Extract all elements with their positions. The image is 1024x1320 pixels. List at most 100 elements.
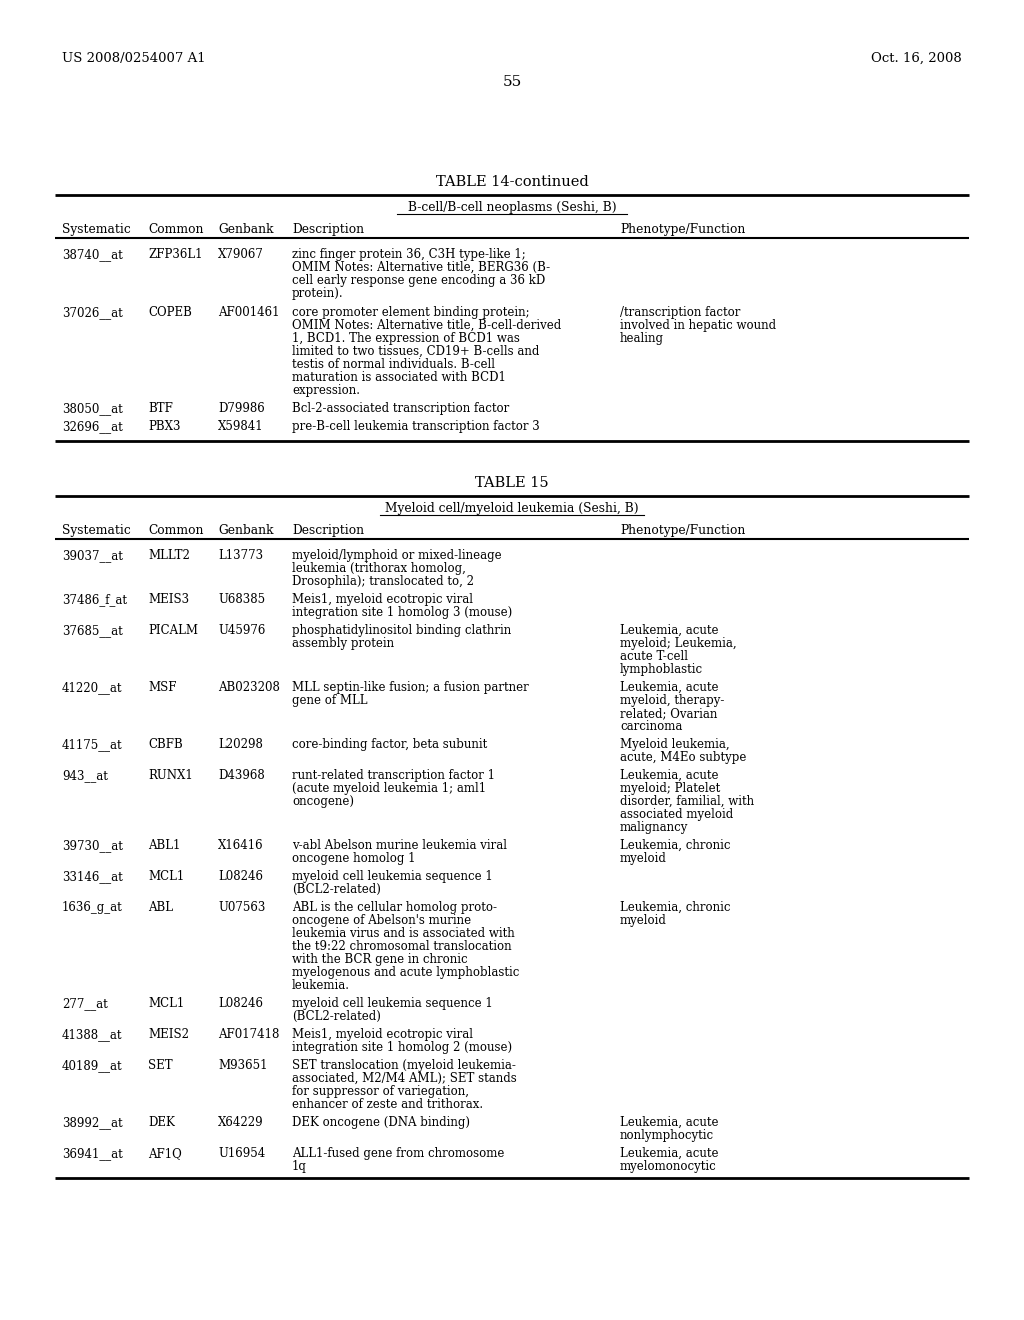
Text: MCL1: MCL1	[148, 870, 184, 883]
Text: (BCL2-related): (BCL2-related)	[292, 1010, 381, 1023]
Text: Description: Description	[292, 524, 365, 537]
Text: Common: Common	[148, 223, 204, 236]
Text: testis of normal individuals. B-cell: testis of normal individuals. B-cell	[292, 358, 495, 371]
Text: Leukemia, acute: Leukemia, acute	[620, 1115, 719, 1129]
Text: Drosophila); translocated to, 2: Drosophila); translocated to, 2	[292, 576, 474, 587]
Text: myeloid, therapy-: myeloid, therapy-	[620, 694, 724, 708]
Text: Systematic: Systematic	[62, 223, 131, 236]
Text: Phenotype/Function: Phenotype/Function	[620, 223, 745, 236]
Text: 37685__at: 37685__at	[62, 624, 123, 638]
Text: MSF: MSF	[148, 681, 176, 694]
Text: AF017418: AF017418	[218, 1028, 280, 1041]
Text: L08246: L08246	[218, 997, 263, 1010]
Text: leukemia virus and is associated with: leukemia virus and is associated with	[292, 927, 515, 940]
Text: U16954: U16954	[218, 1147, 265, 1160]
Text: Common: Common	[148, 524, 204, 537]
Text: (BCL2-related): (BCL2-related)	[292, 883, 381, 896]
Text: (acute myeloid leukemia 1; aml1: (acute myeloid leukemia 1; aml1	[292, 781, 486, 795]
Text: Meis1, myeloid ecotropic viral: Meis1, myeloid ecotropic viral	[292, 593, 473, 606]
Text: 41220__at: 41220__at	[62, 681, 123, 694]
Text: U45976: U45976	[218, 624, 265, 638]
Text: AF001461: AF001461	[218, 306, 280, 319]
Text: expression.: expression.	[292, 384, 360, 397]
Text: /transcription factor: /transcription factor	[620, 306, 740, 319]
Text: Description: Description	[292, 223, 365, 236]
Text: myeloid; Leukemia,: myeloid; Leukemia,	[620, 638, 736, 649]
Text: X59841: X59841	[218, 420, 263, 433]
Text: for suppressor of variegation,: for suppressor of variegation,	[292, 1085, 469, 1098]
Text: Bcl-2-associated transcription factor: Bcl-2-associated transcription factor	[292, 403, 509, 414]
Text: Genbank: Genbank	[218, 524, 273, 537]
Text: v-abl Abelson murine leukemia viral: v-abl Abelson murine leukemia viral	[292, 840, 507, 851]
Text: X79067: X79067	[218, 248, 264, 261]
Text: BTF: BTF	[148, 403, 173, 414]
Text: MEIS3: MEIS3	[148, 593, 189, 606]
Text: nonlymphocytic: nonlymphocytic	[620, 1129, 714, 1142]
Text: ABL is the cellular homolog proto-: ABL is the cellular homolog proto-	[292, 902, 497, 913]
Text: CBFB: CBFB	[148, 738, 182, 751]
Text: PICALM: PICALM	[148, 624, 198, 638]
Text: L20298: L20298	[218, 738, 263, 751]
Text: leukemia (trithorax homolog,: leukemia (trithorax homolog,	[292, 562, 466, 576]
Text: 38740__at: 38740__at	[62, 248, 123, 261]
Text: SET: SET	[148, 1059, 173, 1072]
Text: enhancer of zeste and trithorax.: enhancer of zeste and trithorax.	[292, 1098, 483, 1111]
Text: X16416: X16416	[218, 840, 263, 851]
Text: MCL1: MCL1	[148, 997, 184, 1010]
Text: MLLT2: MLLT2	[148, 549, 189, 562]
Text: runt-related transcription factor 1: runt-related transcription factor 1	[292, 770, 495, 781]
Text: 32696__at: 32696__at	[62, 420, 123, 433]
Text: ALL1-fused gene from chromosome: ALL1-fused gene from chromosome	[292, 1147, 505, 1160]
Text: protein).: protein).	[292, 286, 344, 300]
Text: pre-B-cell leukemia transcription factor 3: pre-B-cell leukemia transcription factor…	[292, 420, 540, 433]
Text: carcinoma: carcinoma	[620, 719, 682, 733]
Text: 277__at: 277__at	[62, 997, 108, 1010]
Text: oncogene homolog 1: oncogene homolog 1	[292, 851, 416, 865]
Text: gene of MLL: gene of MLL	[292, 694, 368, 708]
Text: lymphoblastic: lymphoblastic	[620, 663, 703, 676]
Text: myeloid/lymphoid or mixed-lineage: myeloid/lymphoid or mixed-lineage	[292, 549, 502, 562]
Text: myeloid: myeloid	[620, 913, 667, 927]
Text: myelogenous and acute lymphoblastic: myelogenous and acute lymphoblastic	[292, 966, 519, 979]
Text: 36941__at: 36941__at	[62, 1147, 123, 1160]
Text: L08246: L08246	[218, 870, 263, 883]
Text: TABLE 15: TABLE 15	[475, 477, 549, 490]
Text: OMIM Notes: Alternative title, B-cell-derived: OMIM Notes: Alternative title, B-cell-de…	[292, 319, 561, 333]
Text: DEK: DEK	[148, 1115, 175, 1129]
Text: limited to two tissues, CD19+ B-cells and: limited to two tissues, CD19+ B-cells an…	[292, 345, 540, 358]
Text: healing: healing	[620, 333, 664, 345]
Text: Leukemia, acute: Leukemia, acute	[620, 770, 719, 781]
Text: 38992__at: 38992__at	[62, 1115, 123, 1129]
Text: DEK oncogene (DNA binding): DEK oncogene (DNA binding)	[292, 1115, 470, 1129]
Text: assembly protein: assembly protein	[292, 638, 394, 649]
Text: Leukemia, acute: Leukemia, acute	[620, 1147, 719, 1160]
Text: TABLE 14-continued: TABLE 14-continued	[435, 176, 589, 189]
Text: oncogene): oncogene)	[292, 795, 354, 808]
Text: myelomonocytic: myelomonocytic	[620, 1160, 717, 1173]
Text: 33146__at: 33146__at	[62, 870, 123, 883]
Text: Meis1, myeloid ecotropic viral: Meis1, myeloid ecotropic viral	[292, 1028, 473, 1041]
Text: 41388__at: 41388__at	[62, 1028, 123, 1041]
Text: RUNX1: RUNX1	[148, 770, 193, 781]
Text: 55: 55	[503, 75, 521, 88]
Text: ABL: ABL	[148, 902, 173, 913]
Text: PBX3: PBX3	[148, 420, 180, 433]
Text: core promoter element binding protein;: core promoter element binding protein;	[292, 306, 529, 319]
Text: associated, M2/M4 AML); SET stands: associated, M2/M4 AML); SET stands	[292, 1072, 517, 1085]
Text: AB023208: AB023208	[218, 681, 280, 694]
Text: related; Ovarian: related; Ovarian	[620, 708, 718, 719]
Text: acute, M4Eo subtype: acute, M4Eo subtype	[620, 751, 746, 764]
Text: phosphatidylinositol binding clathrin: phosphatidylinositol binding clathrin	[292, 624, 511, 638]
Text: Leukemia, acute: Leukemia, acute	[620, 624, 719, 638]
Text: leukemia.: leukemia.	[292, 979, 350, 993]
Text: integration site 1 homolog 3 (mouse): integration site 1 homolog 3 (mouse)	[292, 606, 512, 619]
Text: AF1Q: AF1Q	[148, 1147, 181, 1160]
Text: oncogene of Abelson's murine: oncogene of Abelson's murine	[292, 913, 471, 927]
Text: ABL1: ABL1	[148, 840, 180, 851]
Text: MLL septin-like fusion; a fusion partner: MLL septin-like fusion; a fusion partner	[292, 681, 528, 694]
Text: Myeloid leukemia,: Myeloid leukemia,	[620, 738, 730, 751]
Text: 37486_f_at: 37486_f_at	[62, 593, 127, 606]
Text: cell early response gene encoding a 36 kD: cell early response gene encoding a 36 k…	[292, 275, 545, 286]
Text: zinc finger protein 36, C3H type-like 1;: zinc finger protein 36, C3H type-like 1;	[292, 248, 525, 261]
Text: 1q: 1q	[292, 1160, 307, 1173]
